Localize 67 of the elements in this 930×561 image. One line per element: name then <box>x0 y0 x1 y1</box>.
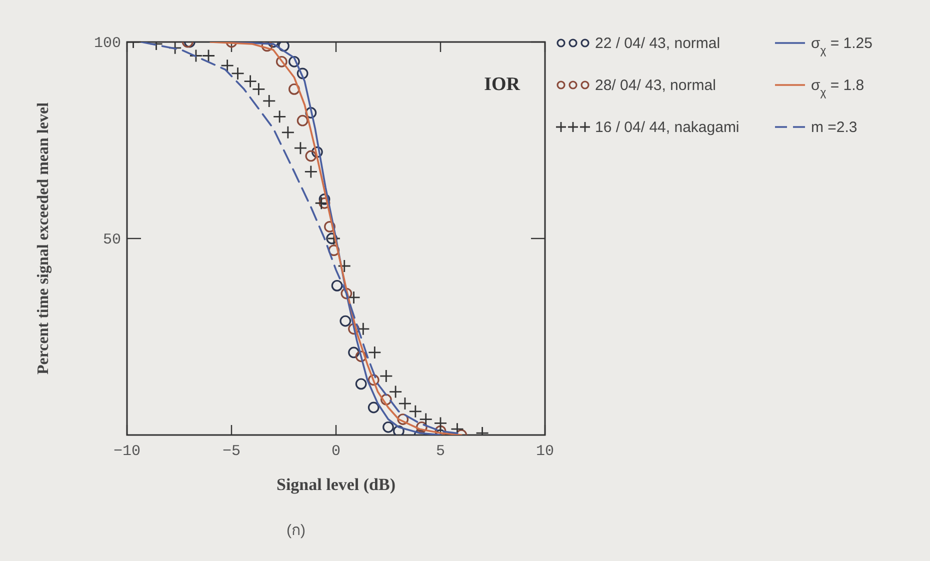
x-axis-title: Signal level (dB) <box>276 475 396 494</box>
point <box>393 425 404 435</box>
point <box>338 259 352 273</box>
point <box>355 378 367 390</box>
point <box>331 280 343 292</box>
point <box>382 421 394 433</box>
point <box>305 107 317 118</box>
point <box>202 49 216 62</box>
point <box>419 412 433 426</box>
point <box>388 385 402 398</box>
point <box>326 232 338 244</box>
point <box>348 346 360 358</box>
point <box>368 402 380 414</box>
point <box>304 164 318 178</box>
point <box>398 396 412 410</box>
y-tick-label: 50 <box>102 232 121 248</box>
point <box>318 197 330 209</box>
point <box>356 322 370 336</box>
point <box>340 288 352 300</box>
text: (ก) <box>286 522 306 539</box>
y-tick-label: 100 <box>94 35 121 52</box>
legend-label: σ$_{χ}$ = 1.25 <box>811 35 872 57</box>
point <box>380 394 392 406</box>
point <box>347 290 360 304</box>
point <box>379 369 393 383</box>
point <box>368 374 380 386</box>
point <box>318 194 330 205</box>
x-tick-label: 5 <box>436 443 446 460</box>
point <box>296 114 308 126</box>
annotation: IOR <box>484 74 520 95</box>
point <box>294 141 308 155</box>
legend-label: 16 / 04/ 44, nakagami <box>595 119 740 136</box>
point <box>305 150 317 162</box>
point <box>272 110 286 124</box>
point <box>434 425 446 435</box>
point <box>328 244 340 256</box>
point <box>314 196 328 210</box>
point <box>262 94 276 108</box>
legend-label: σ$_{χ}$ = 1.8 <box>811 77 864 99</box>
point <box>261 42 273 52</box>
legend-label: 22 / 04/ 43, normal <box>595 35 720 52</box>
point <box>397 414 409 425</box>
point <box>416 421 428 433</box>
legend-label: 28/ 04/ 43, normal <box>595 77 716 94</box>
legend-label: m =2.3 <box>811 119 858 136</box>
point <box>231 66 244 80</box>
point <box>288 83 300 95</box>
x-tick-label: −5 <box>222 443 241 460</box>
x-tick-label: 10 <box>536 443 554 460</box>
point <box>220 58 234 72</box>
point <box>408 404 422 418</box>
point <box>288 56 300 68</box>
point <box>278 42 290 52</box>
point <box>340 315 352 327</box>
point <box>355 350 367 362</box>
y-axis-title: Percent time signal exceeded mean level <box>35 102 52 375</box>
point <box>296 68 308 80</box>
point <box>311 146 323 158</box>
point <box>368 346 382 360</box>
point <box>324 221 336 232</box>
point <box>276 56 288 68</box>
point <box>189 49 203 62</box>
point <box>348 323 360 335</box>
x-tick-label: 0 <box>331 443 341 460</box>
point <box>281 126 295 140</box>
x-tick-label: −10 <box>113 443 141 460</box>
point <box>434 416 448 430</box>
